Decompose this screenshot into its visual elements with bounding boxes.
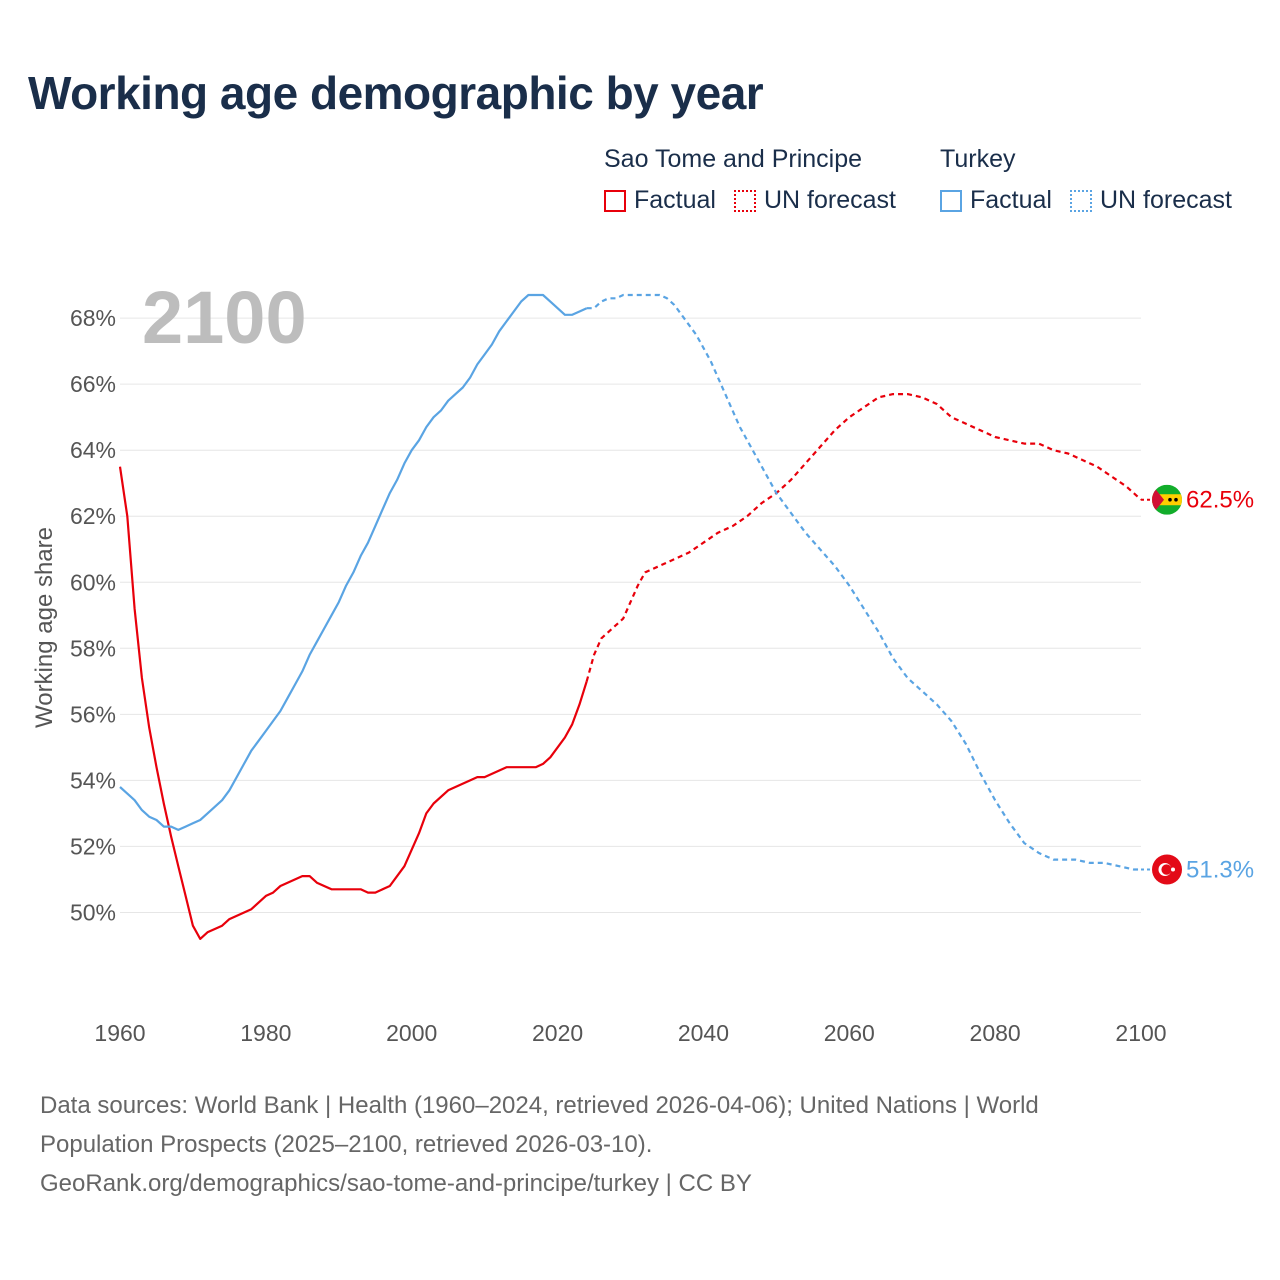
x-tick-label: 1980	[240, 1020, 291, 1046]
legend-country-label: Turkey	[940, 145, 1016, 173]
legend-swatch-solid	[604, 189, 626, 212]
legend-item-factual[interactable]: Factual	[604, 186, 716, 215]
footer-line[interactable]: GeoRank.org/demographics/sao-tome-and-pr…	[40, 1170, 752, 1197]
legend-swatch-dotted	[1069, 189, 1092, 212]
footer-line: Population Prospects (2025–2100, retriev…	[40, 1131, 653, 1158]
y-tick-label: 54%	[70, 767, 116, 793]
grid-lines	[120, 317, 1141, 913]
year-overlay: 2100	[142, 276, 307, 359]
series-line-forecast	[585, 393, 1142, 682]
y-axis-ticks: 50% 52% 54% 56% 58% 60% 62% 64% 66% 68%	[70, 305, 116, 925]
end-value-label: 62.5%	[1186, 487, 1254, 514]
legend-label: Factual	[634, 186, 716, 214]
legend-group-sao-tome: Sao Tome and Principe Factual UN forecas…	[604, 145, 914, 215]
legend-label: UN forecast	[1099, 186, 1232, 214]
x-tick-label: 2020	[532, 1020, 583, 1046]
flag-crescent-inner	[1161, 864, 1172, 875]
x-tick-label: 2040	[678, 1020, 729, 1046]
y-axis-label: Working age share	[31, 527, 58, 728]
y-tick-label: 64%	[70, 437, 116, 463]
legend-swatch-solid	[940, 189, 962, 212]
x-tick-label: 2100	[1115, 1020, 1166, 1046]
x-tick-label: 2080	[970, 1020, 1021, 1046]
y-tick-label: 60%	[70, 569, 116, 595]
flag-star	[1174, 497, 1178, 502]
legend-country-label: Sao Tome and Principe	[604, 145, 863, 173]
legend-item-forecast[interactable]: UN forecast	[733, 186, 896, 215]
legend-item-forecast[interactable]: UN forecast	[1069, 186, 1232, 215]
end-value-label: 51.3%	[1186, 857, 1254, 884]
flag-red	[1152, 484, 1164, 515]
y-tick-label: 50%	[70, 899, 116, 925]
y-tick-label: 58%	[70, 635, 116, 661]
y-tick-label: 68%	[70, 305, 116, 331]
legend-group-turkey: Turkey Factual UN forecast	[940, 145, 1250, 215]
series-lines	[118, 293, 1142, 940]
series-line-forecast	[586, 293, 1141, 871]
flag-yellow	[1152, 494, 1182, 506]
flag-body	[1152, 484, 1182, 515]
legend-label: Factual	[970, 186, 1052, 214]
end-markers: 62.5% 51.3%	[1141, 484, 1254, 885]
sao-tome-and-principe-flag	[1152, 484, 1182, 515]
y-tick-label: 66%	[70, 371, 116, 397]
x-tick-label: 2000	[386, 1020, 437, 1046]
chart-title: Working age demographic by year	[28, 67, 764, 119]
y-tick-label: 56%	[70, 701, 116, 727]
y-tick-label: 62%	[70, 503, 116, 529]
line-chart: 50% 52% 54% 56% 58% 60% 62% 64% 66% 68% 1960 1980 2…	[31, 276, 1254, 1046]
legend-swatch-dotted	[733, 189, 756, 212]
y-tick-label: 52%	[70, 833, 116, 859]
legend-item-factual[interactable]: Factual	[940, 186, 1052, 215]
flag-star	[1168, 497, 1172, 502]
x-axis-ticks: 1960 1980 2000 2020 2040 2060 2080 2100	[94, 1020, 1166, 1046]
footer-line: Data sources: World Bank | Health (1960–…	[40, 1092, 1039, 1119]
legend-label: UN forecast	[763, 186, 896, 214]
footer-sources: Data sources: World Bank | Health (1960–…	[40, 1086, 1240, 1203]
series-line-factual	[119, 293, 588, 831]
x-tick-label: 2060	[824, 1020, 875, 1046]
series-line-factual	[118, 466, 588, 940]
flag-star	[1171, 867, 1175, 872]
x-tick-label: 1960	[94, 1020, 145, 1046]
turkey-flag	[1152, 854, 1182, 885]
